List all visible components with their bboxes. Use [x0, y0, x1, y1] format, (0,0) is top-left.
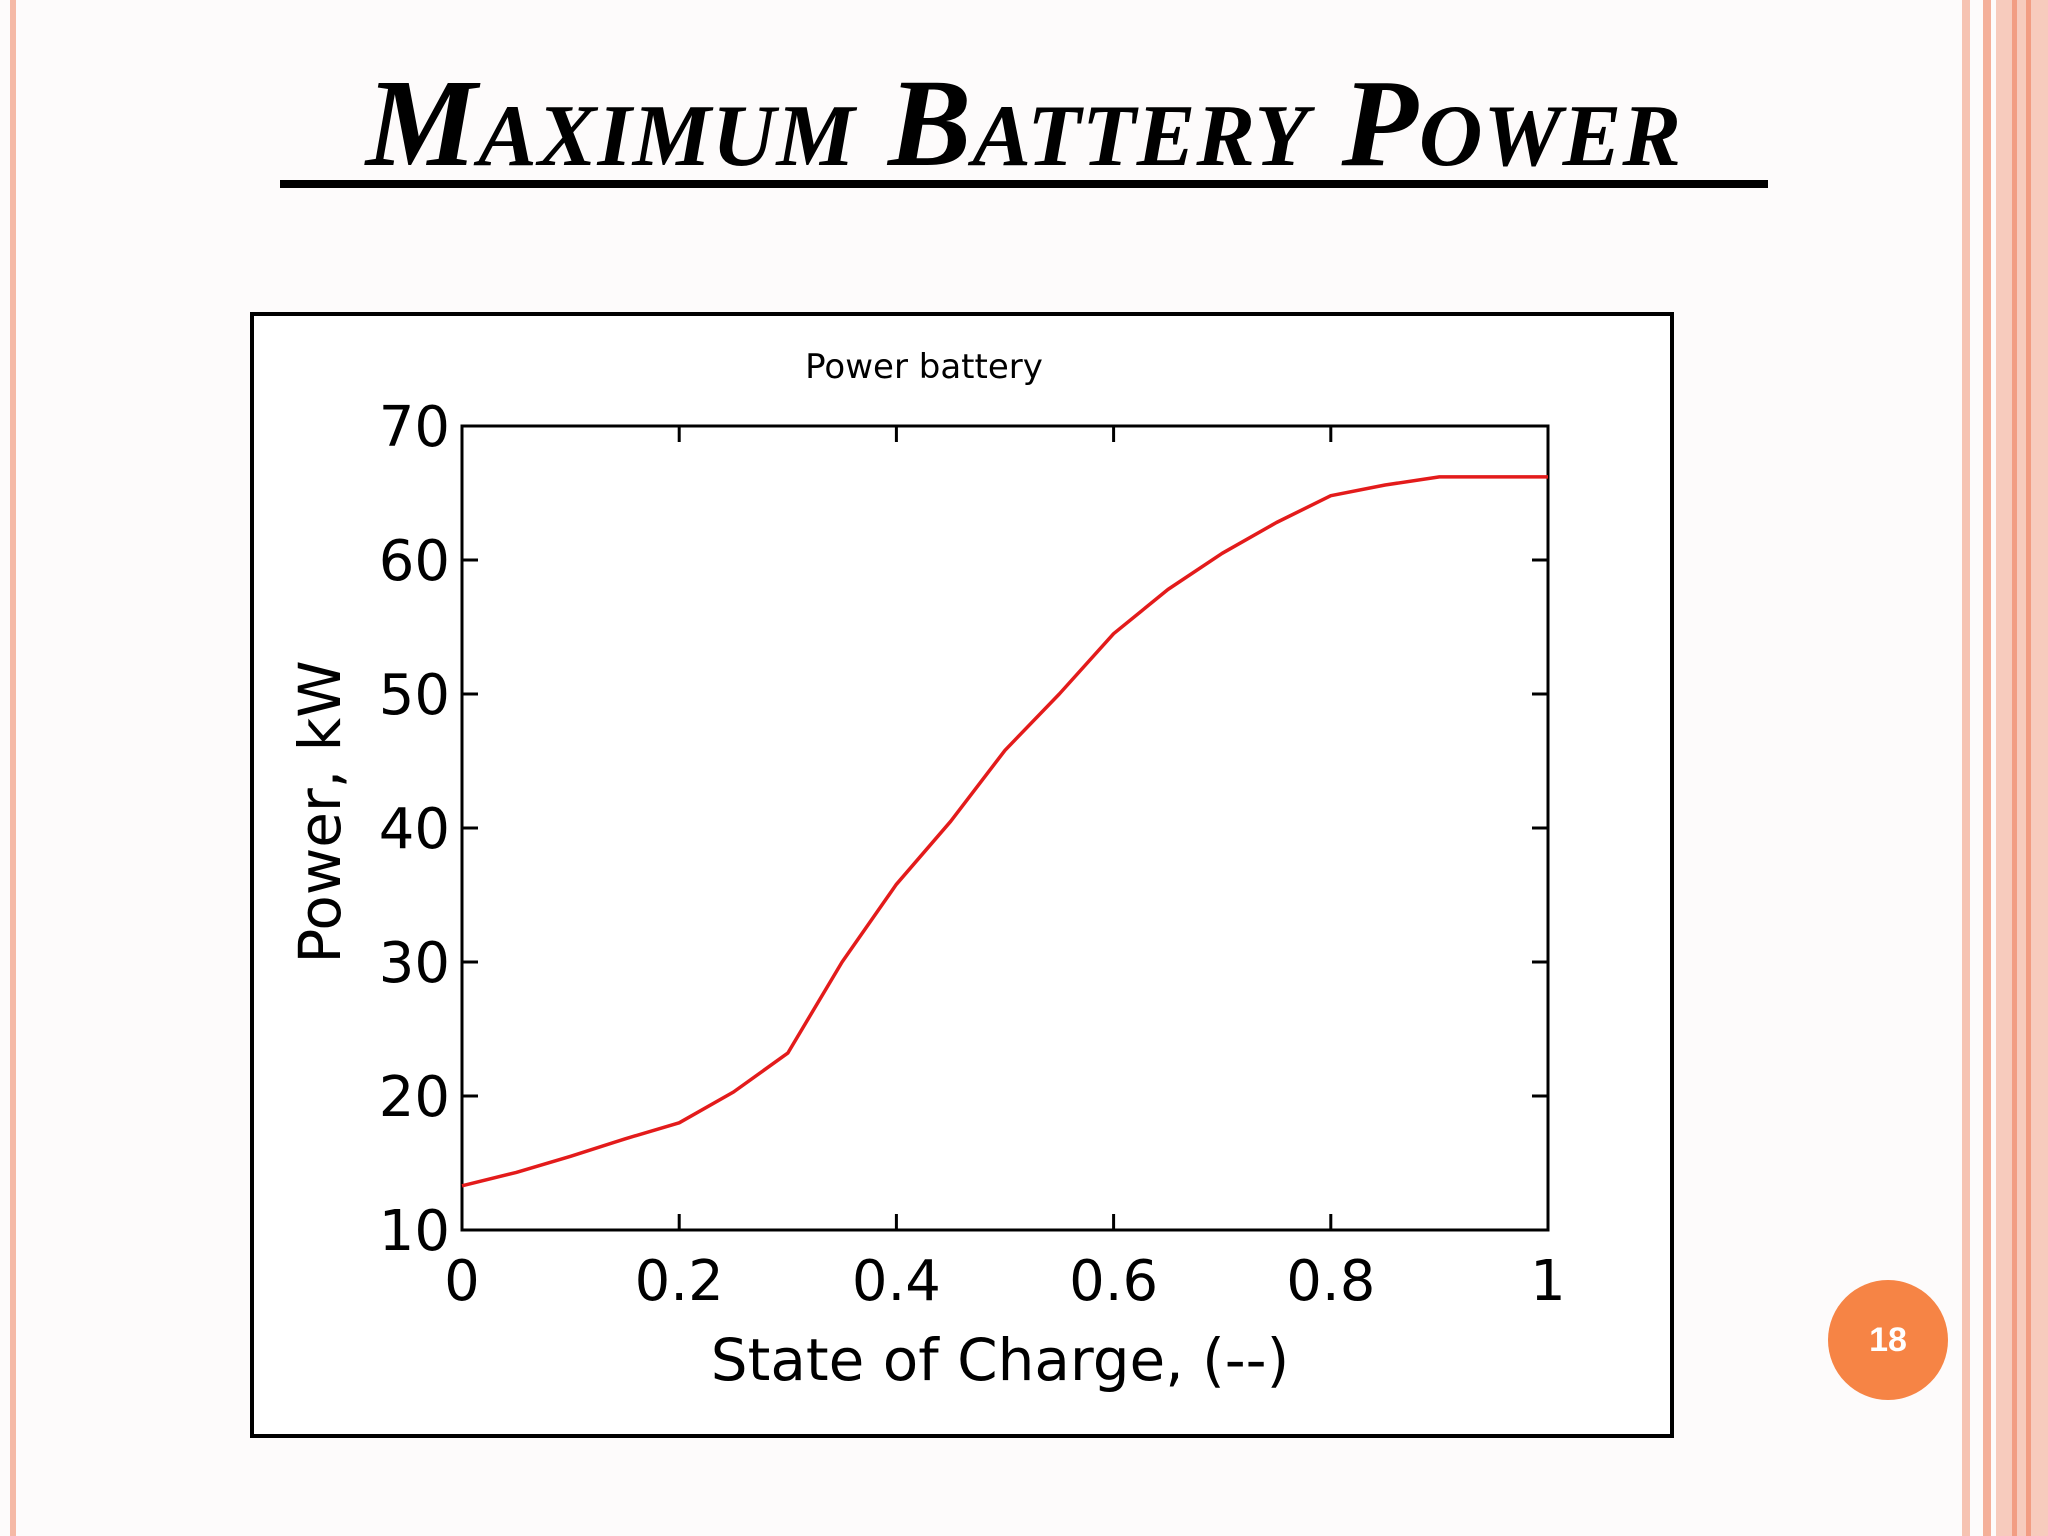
x-tick-label: 0.8	[1286, 1249, 1375, 1314]
y-tick-label: 40	[379, 797, 450, 862]
y-axis-label: Power, kW	[286, 660, 354, 963]
x-tick-label: 0.6	[1069, 1249, 1158, 1314]
series-line-power	[461, 475, 1548, 1188]
x-tick-label: 0.4	[852, 1249, 941, 1314]
x-tick-label: 1	[1530, 1249, 1566, 1314]
right-border-stripe-4	[2012, 0, 2017, 1536]
plot-area	[460, 424, 1550, 1232]
right-border-stripe-1	[1962, 0, 1970, 1536]
axis-ticks	[460, 424, 1550, 1232]
y-tick-label: 50	[379, 663, 450, 728]
left-border-stripe	[10, 0, 16, 1536]
y-tick-label: 10	[379, 1199, 450, 1264]
right-border-stripe-3	[1996, 0, 2048, 1536]
slide-title: Maximum Battery Power	[365, 55, 1683, 193]
y-tick-label: 70	[379, 395, 450, 460]
x-tick-label: 0	[444, 1249, 480, 1314]
x-axis-label: State of Charge, (--)	[711, 1326, 1289, 1394]
page-number-badge: 18	[1828, 1280, 1948, 1400]
y-tick-label: 30	[379, 931, 450, 996]
right-border-stripe-2	[1983, 0, 1991, 1536]
y-tick-label: 60	[379, 529, 450, 594]
chart-title: Power battery	[805, 347, 1043, 387]
page-number: 18	[1869, 1320, 1907, 1359]
right-border-stripe-5	[2026, 0, 2031, 1536]
x-tick-label: 0.2	[635, 1249, 724, 1314]
tick-labels: 0 0.2 0.4 0.6 0.8 1 10 20 30 40 50 60 70	[379, 395, 1566, 1314]
title-underline	[280, 180, 1768, 188]
y-tick-label: 20	[379, 1065, 450, 1130]
